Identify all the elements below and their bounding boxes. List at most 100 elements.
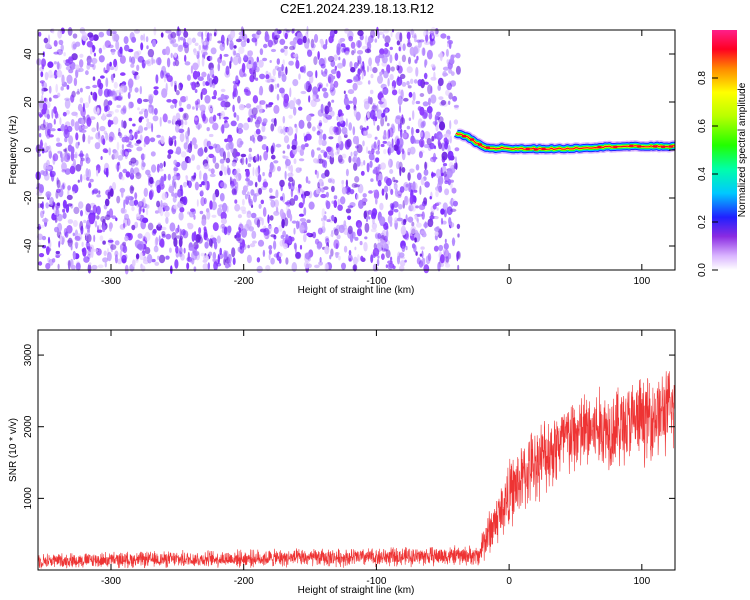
- spectrogram-noise-point: [211, 214, 217, 218]
- spectrogram-noise-point: [140, 219, 146, 230]
- spectrogram-noise-point: [438, 244, 444, 252]
- spectrogram-noise-point: [67, 219, 74, 224]
- spectrogram-noise-point: [247, 244, 250, 249]
- spectrogram-noise-point: [196, 71, 200, 78]
- spectrogram-noise-point: [236, 114, 240, 122]
- spectrogram-noise-point: [317, 109, 324, 117]
- spectrogram-noise-point: [197, 124, 201, 131]
- spectrogram-noise-point: [114, 250, 119, 258]
- spectrogram-noise-point: [352, 158, 357, 163]
- spectrogram-noise-point: [133, 199, 139, 206]
- spectrogram-noise-point: [278, 258, 282, 264]
- spectrogram-noise-point: [298, 202, 304, 209]
- spectrogram-noise-point: [388, 158, 391, 169]
- spectrogram-noise-point: [318, 84, 322, 89]
- spectrogram-noise-point: [89, 64, 94, 68]
- spectrogram-noise-point: [108, 136, 114, 143]
- spectrogram-noise-point: [43, 37, 49, 44]
- colorbar-tick-label: 0.6: [697, 119, 708, 133]
- spectrogram-noise-point: [423, 131, 431, 140]
- spectrogram-noise-point: [193, 266, 197, 272]
- spectrogram-noise-point: [384, 35, 391, 44]
- spectrogram-noise-point: [73, 77, 78, 87]
- spectrogram-noise-point: [258, 187, 263, 195]
- spectrogram-noise-point: [231, 188, 236, 196]
- spectrogram-noise-point: [204, 95, 211, 104]
- spectrogram-noise-point: [66, 84, 70, 90]
- spectrogram-noise-point: [279, 87, 285, 94]
- spectrogram-noise-point: [384, 176, 389, 184]
- spectrogram-noise-point: [282, 155, 289, 160]
- spectrogram-noise-point: [60, 125, 65, 131]
- spectrogram-noise-point: [237, 122, 244, 129]
- spectrogram-noise-point: [341, 153, 347, 159]
- spectrogram-noise-point: [370, 29, 376, 39]
- spectrogram-noise-point: [276, 34, 281, 39]
- spectrogram-y-label: Frequency (Hz): [8, 116, 19, 185]
- spectrogram-noise-point: [443, 171, 448, 178]
- spectrogram-noise-point: [323, 91, 329, 99]
- spectrogram-noise-point: [317, 227, 323, 235]
- spectrogram-noise-point: [331, 99, 335, 103]
- spectrogram-noise-point: [368, 216, 371, 220]
- spectrogram-noise-point: [268, 171, 273, 178]
- spectrogram-noise-point: [42, 218, 49, 223]
- spectrogram-noise-point: [77, 103, 83, 112]
- spectrogram-noise-point: [166, 99, 172, 103]
- spectrogram-noise-point: [307, 49, 313, 57]
- spectrogram-noise-point: [219, 170, 223, 177]
- spectrogram-noise-point: [235, 173, 242, 182]
- spectrogram-noise-point: [364, 48, 372, 54]
- spectrogram-noise-point: [446, 168, 453, 178]
- spectrogram-noise-point: [163, 75, 167, 83]
- spectrogram-noise-point: [206, 32, 210, 42]
- spectrogram-noise-point: [325, 39, 328, 46]
- spectrogram-noise-point: [199, 183, 203, 188]
- spectrogram-noise-point: [69, 165, 76, 175]
- spectrogram-noise-point: [274, 199, 279, 208]
- spectrogram-noise-point: [390, 66, 395, 72]
- spectrogram-noise-point: [122, 222, 126, 229]
- spectrogram-noise-point: [440, 99, 447, 106]
- spectrogram-noise-point: [56, 49, 63, 56]
- spectrogram-noise-point: [435, 124, 439, 132]
- spectrogram-noise-point: [152, 39, 156, 48]
- spectrogram-noise-point: [41, 108, 47, 115]
- spectrogram-noise-point: [186, 262, 190, 270]
- spectrogram-noise-point: [345, 168, 349, 177]
- spectrogram-noise-point: [375, 166, 380, 176]
- spectrogram-noise-point: [196, 71, 201, 78]
- snr-frame: [37, 329, 676, 571]
- spectrogram-noise-point: [173, 204, 179, 210]
- spectrogram-noise-point: [369, 89, 374, 95]
- spectrogram-noise-point: [42, 170, 49, 177]
- spectrogram-noise-point: [220, 88, 226, 93]
- spectrogram-noise-point: [251, 107, 258, 116]
- spectrogram-noise-point: [85, 203, 92, 213]
- spectrogram-noise-point: [349, 61, 353, 69]
- snr-series: [37, 371, 676, 569]
- spectrogram-noise-point: [124, 213, 129, 221]
- spectrogram-noise-point: [317, 51, 320, 60]
- spectrogram-noise-point: [298, 158, 305, 162]
- spectrogram-noise-point: [245, 169, 250, 177]
- spectrogram-noise-point: [121, 81, 127, 86]
- spectrogram-noise-point: [299, 149, 304, 156]
- spectrogram-noise-point: [65, 109, 70, 115]
- spectrogram-noise-point: [409, 195, 414, 205]
- spectrogram-noise-point: [240, 40, 247, 48]
- spectrogram-noise-point: [91, 264, 98, 270]
- spectrogram-noise-point: [427, 218, 434, 228]
- spectrogram-noise-point: [341, 186, 347, 195]
- spectrogram-noise-point: [258, 203, 262, 209]
- snr-plot-area: [38, 330, 675, 570]
- spectrogram-noise-point: [326, 146, 332, 153]
- spectrogram-noise-point: [54, 110, 59, 119]
- spectrogram-noise-point: [191, 250, 198, 261]
- spectrogram-noise-point: [74, 241, 79, 247]
- spectrogram-noise-point: [381, 97, 386, 102]
- spectrogram-noise-point: [94, 92, 98, 102]
- spectrogram-noise-point: [273, 228, 279, 234]
- spectrogram-noise-point: [310, 43, 316, 49]
- colorbar: 0.00.20.40.60.8 Normalized spectral ampl…: [697, 30, 748, 277]
